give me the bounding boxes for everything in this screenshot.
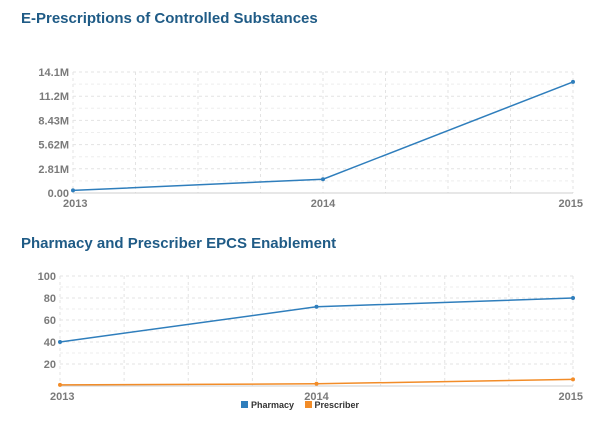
chart1-x-tick-label: 2014 — [311, 198, 336, 210]
chart2-y-tick-label: 60 — [44, 315, 56, 327]
chart1-data-point-series-0 — [71, 188, 75, 193]
chart-legend: Pharmacy Prescriber — [0, 400, 600, 410]
legend-item-pharmacy[interactable]: Pharmacy — [240, 400, 294, 410]
chart1-y-tick-label: 8.43M — [38, 115, 69, 127]
chart2-data-point-pharmacy — [314, 304, 319, 309]
chart1-x-tick-label: 2013 — [63, 198, 87, 210]
chart1-y-tick-label: 2.81M — [38, 164, 69, 176]
chart2-x-tick-label: 2015 — [559, 391, 583, 403]
chart1-y-tick-label: 14.1M — [38, 67, 69, 79]
legend-item-prescriber[interactable]: Prescriber — [304, 400, 360, 410]
chart2-data-point-prescriber — [58, 382, 62, 387]
legend-label-pharmacy: Pharmacy — [250, 400, 294, 410]
line-chart-epcs-enablement: 20 40 60 80 100 2013 2014 2015 — [38, 271, 583, 403]
chart2-y-tick-label: 100 — [38, 271, 56, 283]
legend-swatch-pharmacy — [240, 401, 248, 409]
chart2-data-point-prescriber — [314, 381, 319, 386]
chart1-data-point-series-0 — [321, 177, 325, 182]
chart2-x-tick-label: 2013 — [50, 391, 74, 403]
chart2-x-tick-label: 2014 — [304, 391, 329, 403]
chart2-y-tick-label: 20 — [44, 359, 56, 371]
chart2-y-tick-label: 40 — [44, 337, 56, 349]
line-chart-controlled-substances: 0.00 2.81M 5.62M 8.43M 11.2M 14.1M 2013 2014 201… — [38, 67, 583, 210]
chart2-y-tick-label: 80 — [44, 293, 56, 305]
chart2-data-point-pharmacy — [58, 340, 62, 344]
chart-title-epcs-enablement: Pharmacy and Prescriber EPCS Enablement — [21, 235, 337, 252]
chart1-data-point-series-0 — [571, 79, 575, 84]
legend-swatch-prescriber — [304, 401, 312, 409]
chart2-data-point-pharmacy — [571, 296, 575, 300]
chart-title-controlled-substances: E-Prescriptions of Controlled Substances — [21, 10, 318, 27]
chart2-data-point-prescriber — [571, 377, 575, 382]
chart1-y-tick-label: 5.62M — [38, 140, 69, 152]
legend-label-prescriber: Prescriber — [314, 400, 360, 410]
chart1-y-tick-label: 0.00 — [48, 188, 69, 200]
chart1-x-tick-label: 2015 — [559, 198, 583, 210]
chart1-y-tick-label: 11.2M — [39, 91, 69, 103]
